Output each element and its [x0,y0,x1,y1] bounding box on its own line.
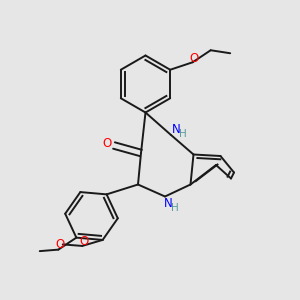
Text: O: O [103,136,112,150]
Text: H: H [178,129,186,140]
Text: O: O [79,235,88,248]
Text: O: O [55,238,64,251]
Text: O: O [190,52,199,65]
Text: N: N [172,123,181,136]
Text: N: N [164,196,173,210]
Text: H: H [171,203,178,213]
